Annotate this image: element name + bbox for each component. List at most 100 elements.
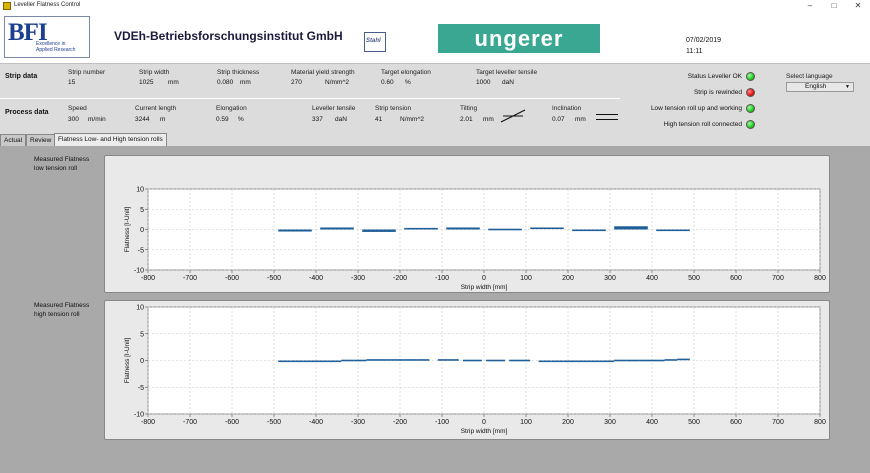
strip-thickness-value: 0.080	[217, 79, 234, 86]
language-label: Select language	[786, 73, 833, 80]
x-tick-label: 500	[688, 275, 700, 282]
flatness-bar	[391, 359, 405, 361]
x-tick-label: -200	[393, 419, 407, 426]
flatness-bar	[278, 360, 291, 363]
chevron-down-icon: ▼	[845, 84, 850, 90]
flatness-bar	[278, 229, 312, 232]
flatness-bar	[446, 227, 480, 230]
y-tick-label: 0	[140, 227, 144, 234]
flatness-bar	[563, 360, 577, 363]
process-data-title: Process data	[5, 109, 49, 116]
strip-tension-label: Strip tension	[375, 105, 412, 112]
tilting-label: Tilting	[460, 105, 478, 112]
y-tick-label: 5	[140, 207, 144, 214]
x-tick-label: -100	[435, 275, 449, 282]
flatness-bar	[353, 359, 367, 362]
strip-width-label: Strip width	[139, 69, 170, 76]
tilting-unit: mm	[483, 116, 494, 123]
yield-strength-value: 270	[291, 79, 302, 86]
current-length-label: Current length	[135, 105, 177, 112]
leveller-tensile-label: Leveller tensile	[312, 105, 356, 112]
window-title: Leveller Flatness Control	[14, 2, 81, 8]
flatness-bar	[614, 359, 627, 362]
flatness-bar	[601, 360, 615, 363]
flatness-bar	[486, 359, 505, 362]
close-button[interactable]: ✕	[854, 1, 862, 10]
chart-low-title-line1: Measured Flatness	[34, 156, 90, 163]
x-tick-label: -500	[267, 419, 281, 426]
y-tick-label: 0	[140, 358, 144, 365]
flatness-bar	[614, 226, 648, 230]
language-select[interactable]: English ▼	[786, 82, 854, 92]
speed-unit: m/min	[88, 116, 106, 123]
x-tick-label: 800	[814, 419, 826, 426]
current-length-unit: m	[160, 116, 166, 123]
x-tick-label: -200	[393, 275, 407, 282]
leveller-tensile-unit: daN	[335, 116, 347, 123]
target-tensile-value: 1000	[476, 79, 491, 86]
yield-strength-unit: N/mm^2	[325, 79, 349, 86]
flatness-bar	[652, 359, 665, 362]
tab-review[interactable]: Review	[26, 134, 56, 146]
x-tick-label: 100	[520, 419, 532, 426]
chart-high-tension: -800 -700 -600 -500 -400 -300 -200 -100 0 100 200 3…	[124, 305, 826, 436]
low-tension-roll-led	[746, 104, 755, 113]
y-axis-label: Flatness [I-Unit]	[124, 207, 131, 253]
flatness-bar	[341, 359, 354, 362]
flatness-bar	[316, 360, 329, 363]
strip-thickness-label: Strip thickness	[217, 69, 260, 76]
stahl-logo: Stahl	[364, 32, 386, 52]
high-tension-roll-led	[746, 120, 755, 129]
tab-flatness-rolls[interactable]: Flatness Low- and High tension rolls	[54, 133, 167, 146]
strip-number-value: 15	[68, 79, 76, 86]
x-tick-label: -600	[225, 275, 239, 282]
flatness-bar	[589, 360, 602, 363]
x-tick-label: 700	[772, 275, 784, 282]
flatness-bar	[677, 358, 690, 361]
chart-high-title-line2: high tension roll	[34, 311, 80, 318]
language-select-value: English	[805, 83, 827, 90]
strip-rewinded-led	[746, 88, 755, 97]
flatness-bar	[404, 227, 438, 230]
x-tick-label: 500	[688, 419, 700, 426]
flatness-bar	[551, 360, 564, 363]
strip-number-label: Strip number	[68, 69, 106, 76]
stahl-logo-text: Stahl	[366, 38, 381, 44]
x-tick-label: 700	[772, 419, 784, 426]
target-tensile-unit: daN	[502, 79, 514, 86]
x-tick-label: -700	[183, 419, 197, 426]
x-tick-label: 200	[562, 275, 574, 282]
strip-data-title: Strip data	[5, 73, 38, 80]
date-display: 07/02/2019	[686, 37, 722, 44]
flatness-bar	[576, 360, 589, 363]
window-titlebar: Leveller Flatness Control – □ ✕	[0, 0, 870, 12]
x-tick-label: -100	[435, 419, 449, 426]
maximize-button[interactable]: □	[831, 1, 837, 10]
ungerer-logo: ungerer	[438, 24, 600, 53]
tab-bar: Actual Review Flatness Low- and High ten…	[0, 133, 870, 146]
elongation-label: Elongation	[216, 105, 247, 112]
flatness-bar	[437, 359, 459, 361]
x-tick-label: 0	[482, 419, 486, 426]
x-tick-label: 200	[562, 419, 574, 426]
chart-low-tension: -800 -700 -600 -500 -400 -300 -200 -100 0 100 200 3…	[124, 187, 826, 292]
chart-low-panel: -800 -700 -600 -500 -400 -300 -200 -100 0 100 200 3…	[104, 155, 830, 293]
flatness-bar	[664, 359, 678, 361]
x-tick-label: -600	[225, 419, 239, 426]
flatness-bar	[538, 360, 552, 363]
strip-tension-unit: N/mm^2	[400, 116, 424, 123]
flatness-bar	[656, 229, 690, 232]
chart-low-title-line2: low tension roll	[34, 165, 77, 172]
chart-low-title: Measured Flatness low tension roll	[34, 155, 89, 173]
tilting-value: 2.01	[460, 116, 473, 123]
target-tensile-label: Target leveller tensile	[476, 69, 538, 76]
minimize-button[interactable]: –	[807, 1, 813, 10]
flatness-bar	[530, 227, 564, 230]
header-banner: BFI Excellence in Applied Research VDEh-…	[0, 12, 870, 63]
tab-actual[interactable]: Actual	[0, 134, 27, 146]
x-tick-label: 100	[520, 275, 532, 282]
flatness-bar	[626, 359, 640, 362]
section-divider	[0, 98, 620, 99]
x-tick-label: 800	[814, 275, 826, 282]
x-tick-label: 400	[646, 419, 658, 426]
